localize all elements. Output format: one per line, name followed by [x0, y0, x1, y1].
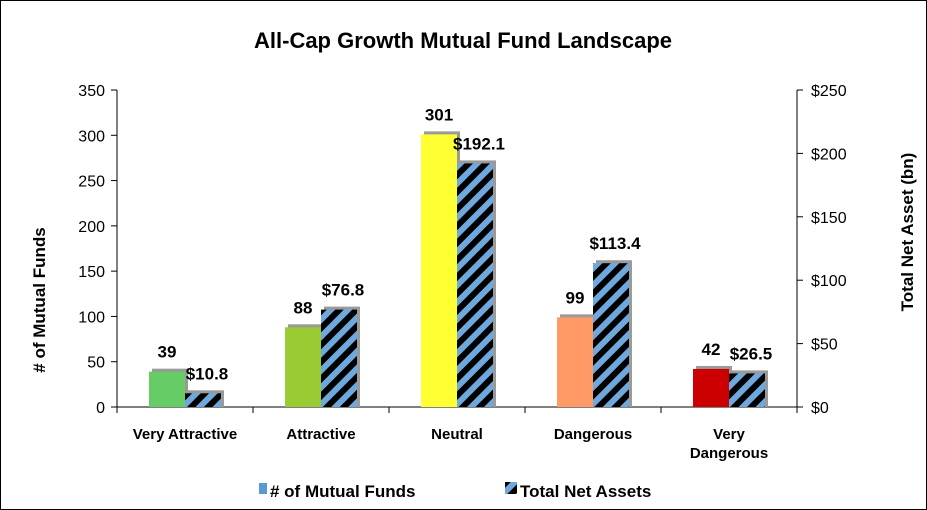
- legend-swatch-assets: [505, 482, 517, 494]
- y2-tick-label: $250: [811, 83, 847, 100]
- category-label-line: Neutral: [431, 426, 483, 443]
- category-label: Attractive: [286, 426, 355, 443]
- funds-bar: [693, 368, 729, 407]
- axes: 0 50 100 150 200 250 300 350 $0 $50 $100 $150 $200 $2…: [78, 83, 846, 462]
- y-tick-label: 0: [96, 400, 105, 417]
- y2-tick-label: $100: [811, 273, 847, 290]
- assets-bar: [593, 263, 629, 407]
- legend-label-assets: Total Net Assets: [520, 482, 651, 501]
- y-tick-label: 150: [78, 264, 105, 281]
- funds-bar: [149, 371, 185, 407]
- funds-data-label: 99: [566, 288, 585, 307]
- assets-bar: [321, 309, 357, 407]
- y2-axis-title: Total Net Asset (bn): [898, 153, 917, 312]
- assets-bar: [729, 373, 765, 407]
- legend: # of Mutual Funds Total Net Assets: [259, 482, 651, 501]
- category-label-line: Very: [713, 426, 745, 443]
- category-label: Very Attractive: [133, 426, 238, 443]
- funds-bar: [557, 317, 593, 407]
- assets-data-label: $192.1: [453, 134, 505, 153]
- y-tick-label: 200: [78, 219, 105, 236]
- y-tick-label: 300: [78, 128, 105, 145]
- y2-tick-label: $200: [811, 146, 847, 163]
- y-tick-label: 100: [78, 309, 105, 326]
- y-tick-label: 250: [78, 174, 105, 191]
- y2-tick-label: $50: [811, 337, 838, 354]
- category-label-line: Dangerous: [554, 426, 632, 443]
- y2-tick-label: $0: [811, 400, 829, 417]
- funds-data-label: 42: [702, 340, 721, 359]
- y-axis-title: # of Mutual Funds: [30, 227, 49, 372]
- category-label: Very Dangerous: [690, 426, 768, 462]
- funds-data-label: 301: [425, 105, 453, 124]
- data-labels: 39 $10.8 88 $76.8 301$192.1 99 $113.4 42 $26.5: [158, 105, 773, 383]
- assets-data-label: $113.4: [589, 234, 641, 253]
- chart-title: All-Cap Growth Mutual Fund Landscape: [254, 28, 672, 53]
- funds-bar: [285, 327, 321, 407]
- category-label: Neutral: [431, 426, 483, 443]
- category-label-line: Attractive: [286, 426, 355, 443]
- assets-data-label: $10.8: [186, 364, 229, 383]
- funds-data-label: 39: [158, 343, 177, 362]
- assets-data-label: $76.8: [322, 281, 365, 300]
- funds-bar: [421, 134, 457, 407]
- assets-data-label: $26.5: [730, 344, 773, 363]
- y-tick-label: 50: [87, 355, 105, 372]
- legend-label-funds: # of Mutual Funds: [270, 482, 415, 501]
- legend-swatch-funds: [259, 483, 267, 494]
- category-label-line: Very Attractive: [133, 426, 238, 443]
- category-label: Dangerous: [554, 426, 632, 443]
- y-tick-label: 350: [78, 83, 105, 100]
- funds-data-label: 88: [294, 298, 313, 317]
- bars: [149, 131, 768, 407]
- y2-tick-label: $150: [811, 210, 847, 227]
- category-label-line: Dangerous: [690, 445, 768, 462]
- assets-bar: [185, 393, 221, 407]
- assets-bar: [457, 163, 493, 407]
